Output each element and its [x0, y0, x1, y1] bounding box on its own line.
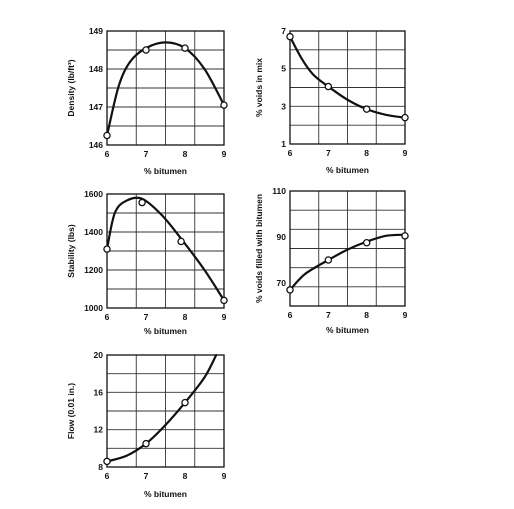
y-axis-label: % voids filled with bitumen — [254, 194, 264, 303]
x-tick-label: 7 — [326, 310, 331, 320]
y-tick-label: 148 — [89, 64, 103, 74]
data-point — [401, 232, 409, 240]
x-tick-label: 9 — [222, 471, 227, 481]
y-axis-label: Flow (0.01 in.) — [66, 383, 76, 439]
data-point — [181, 398, 189, 407]
y-axis-label: Stability (lbs) — [66, 224, 76, 278]
series-line — [290, 35, 406, 119]
x-tick-label: 6 — [105, 471, 110, 481]
y-tick-label: 1400 — [84, 227, 103, 237]
x-axis-label: % bitumen — [144, 326, 187, 336]
data-point — [362, 238, 371, 247]
series-line — [107, 354, 218, 463]
y-tick-label: 146 — [89, 140, 103, 150]
x-tick-label: 7 — [144, 312, 149, 322]
x-tick-label: 7 — [144, 149, 149, 159]
x-tick-label: 6 — [105, 312, 110, 322]
y-tick-label: 1200 — [84, 265, 103, 275]
x-tick-label: 8 — [183, 312, 188, 322]
y-tick-label: 70 — [277, 278, 287, 288]
chart-grid — [290, 191, 405, 306]
x-tick-label: 8 — [364, 148, 369, 158]
data-point — [324, 256, 333, 264]
x-tick-label: 9 — [222, 312, 227, 322]
data-point — [103, 245, 111, 253]
data-point — [324, 82, 333, 91]
x-axis-label: % bitumen — [144, 489, 187, 499]
chart-grid — [107, 355, 224, 467]
data-point — [220, 296, 228, 305]
series-line — [290, 233, 406, 291]
data-point — [142, 439, 150, 448]
y-tick-label: 8 — [98, 462, 103, 472]
data-point — [103, 457, 111, 466]
y-tick-label: 5 — [281, 64, 286, 74]
y-tick-label: 1600 — [84, 189, 103, 199]
y-tick-label: 1 — [281, 139, 286, 149]
chart-stability: 6 7 8 9 1000 1200 1400 1600 % bitumen Stability (… — [66, 189, 228, 336]
y-axis-label: Density (lb/ft³) — [66, 59, 76, 116]
y-tick-label: 90 — [277, 232, 287, 242]
y-tick-label: 12 — [94, 425, 104, 435]
chart-grid — [290, 31, 405, 144]
y-tick-label: 7 — [281, 26, 286, 36]
x-tick-label: 8 — [183, 149, 188, 159]
y-tick-label: 149 — [89, 26, 103, 36]
chart-flow: 6 7 8 9 8 12 16 20 % bitumen Flow (0.01 in.) — [66, 350, 227, 499]
x-axis-label: % bitumen — [326, 325, 369, 335]
chart-voids: 6 7 8 9 1 3 5 7 % bitumen % voids in mix — [254, 26, 409, 175]
x-tick-label: 9 — [403, 310, 408, 320]
x-tick-label: 6 — [288, 310, 293, 320]
data-point — [220, 101, 228, 109]
y-tick-label: 110 — [272, 186, 286, 196]
data-point — [286, 286, 294, 294]
chart-grid — [107, 31, 224, 145]
plot-frame — [106, 354, 225, 468]
x-tick-label: 8 — [183, 471, 188, 481]
data-point — [138, 198, 146, 207]
data-point — [181, 44, 189, 52]
x-tick-label: 9 — [222, 149, 227, 159]
chart-vfb: 6 7 8 9 70 90 110 % bitumen % voids filled with … — [254, 186, 409, 335]
x-axis-label: % bitumen — [144, 166, 187, 176]
y-axis-label: % voids in mix — [254, 58, 264, 117]
plot-frame — [289, 30, 406, 145]
x-tick-label: 9 — [403, 148, 408, 158]
x-tick-label: 6 — [288, 148, 293, 158]
data-point — [362, 105, 371, 113]
data-point — [401, 113, 409, 122]
x-axis-label: % bitumen — [326, 165, 369, 175]
y-tick-label: 16 — [94, 387, 104, 397]
x-tick-label: 8 — [364, 310, 369, 320]
x-tick-label: 6 — [105, 149, 110, 159]
x-tick-label: 7 — [326, 148, 331, 158]
plot-frame — [289, 190, 406, 307]
data-point — [103, 131, 111, 140]
y-tick-label: 1000 — [84, 303, 103, 313]
y-tick-label: 3 — [281, 101, 286, 111]
data-point — [286, 32, 294, 41]
y-tick-label: 147 — [89, 102, 103, 112]
plot-frame — [106, 30, 225, 146]
chart-density: 6 7 8 9 146 147 148 149 % bitumen Density (lb/ft³… — [66, 26, 228, 176]
y-tick-label: 20 — [94, 350, 104, 360]
series-line — [107, 41, 225, 137]
x-tick-label: 7 — [144, 471, 149, 481]
data-point — [177, 237, 185, 246]
series-line — [107, 196, 225, 302]
data-point — [142, 46, 150, 54]
